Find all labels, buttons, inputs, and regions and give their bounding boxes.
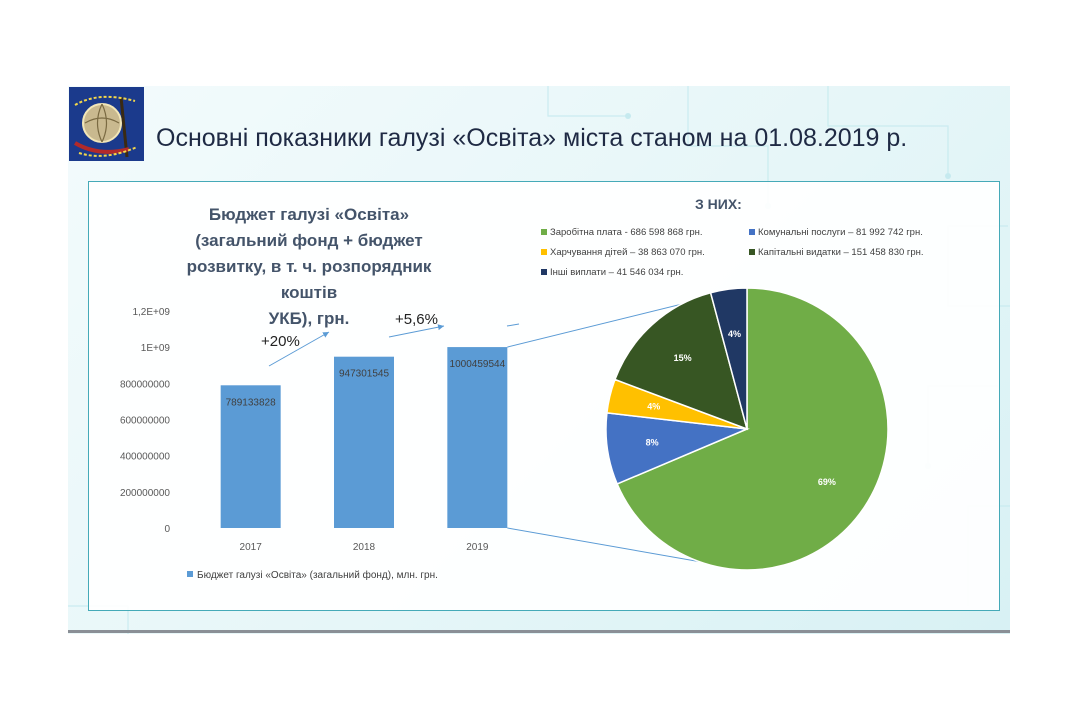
x-tick-label: 2017 <box>240 542 263 553</box>
legend-swatch <box>749 248 755 255</box>
bar-chart-title: Бюджет галузі «Освіта» (загальний фонд +… <box>159 202 459 332</box>
pie-slice-4 <box>614 291 749 431</box>
legend-label: Харчування дітей – 38 863 070 грн. <box>550 247 705 258</box>
legend-label: Заробітна плата - 686 598 868 грн. <box>550 227 703 238</box>
y-tick-label: 0 <box>164 524 170 535</box>
slide-title: Основні показники галузі «Освіта» міста … <box>156 124 908 152</box>
legend-label: Комунальні послуги – 81 992 742 грн. <box>758 227 923 238</box>
pie-data-label: 69% <box>818 477 836 487</box>
growth-annotation: +20% <box>261 333 300 350</box>
bar-chart-title-line: УКБ), грн. <box>268 309 350 328</box>
legend-item-utilities: Комунальні послуги – 81 992 742 грн. <box>749 227 923 238</box>
legend-label: Капітальні видатки – 151 458 830 грн. <box>758 247 924 258</box>
y-tick-label: 600000000 <box>120 416 170 427</box>
legend-swatch <box>541 248 547 255</box>
bar-chart-title-line: Бюджет галузі «Освіта» <box>208 205 410 224</box>
x-tick-label: 2018 <box>353 542 376 553</box>
growth-annotation: +5,6% <box>395 311 438 328</box>
y-tick-label: 1,2E+09 <box>132 307 170 318</box>
legend-swatch <box>541 228 547 235</box>
y-tick-label: 1E+09 <box>141 343 171 354</box>
bar-2018 <box>334 356 394 528</box>
pie-slice-1 <box>616 287 889 571</box>
pie-slice-5 <box>709 287 748 430</box>
pie-data-label: 15% <box>674 353 692 363</box>
legend-label: Інші виплати – 41 546 034 грн. <box>550 267 684 278</box>
y-tick-label: 200000000 <box>120 488 170 499</box>
legend-item-salary: Заробітна плата - 686 598 868 грн. <box>541 227 703 238</box>
bar-2019 <box>447 347 508 528</box>
bar-chart-title-line: (загальний фонд + бюджет <box>195 231 423 250</box>
growth-arrow <box>388 324 445 338</box>
pie-data-label: 4% <box>647 402 660 412</box>
pie-data-label: 4% <box>728 329 741 339</box>
y-tick-label: 400000000 <box>120 452 170 463</box>
footer-rule <box>68 630 1010 633</box>
legend-swatch <box>187 571 193 578</box>
pie-chart: 69% 8% 4% 15% 4% <box>605 287 889 571</box>
legend-item-food: Харчування дітей – 38 863 070 грн. <box>541 247 705 258</box>
data-label: 947301545 <box>339 369 389 380</box>
x-tick-label: 2019 <box>466 542 489 553</box>
growth-arrow <box>268 331 330 367</box>
bar-chart-legend: Бюджет галузі «Освіта» (загальний фонд),… <box>187 570 438 581</box>
growth-arrow-tail <box>506 323 520 327</box>
legend-label: Бюджет галузі «Освіта» (загальний фонд),… <box>197 570 438 581</box>
legend-item-capital: Капітальні видатки – 151 458 830 грн. <box>749 247 924 258</box>
pie-chart-title: З НИХ: <box>695 196 742 212</box>
pie-data-label: 8% <box>646 438 659 448</box>
bar-2017 <box>220 385 281 528</box>
logo-icon <box>69 87 144 161</box>
data-label: 789133828 <box>226 397 276 408</box>
y-tick-label: 800000000 <box>120 379 170 390</box>
content-panel: Бюджет галузі «Освіта» (загальний фонд +… <box>88 181 1000 611</box>
legend-swatch <box>541 268 547 275</box>
data-label: 1000459544 <box>450 359 506 370</box>
bar-chart: 0 200000000 400000000 600000000 800000000 1E+… <box>120 307 520 553</box>
legend-swatch <box>749 228 755 235</box>
slide: Основні показники галузі «Освіта» міста … <box>68 86 1010 634</box>
bar-chart-title-line: розвитку, в т. ч. розпорядник коштів <box>186 257 432 302</box>
legend-item-other: Інші виплати – 41 546 034 грн. <box>541 267 683 278</box>
